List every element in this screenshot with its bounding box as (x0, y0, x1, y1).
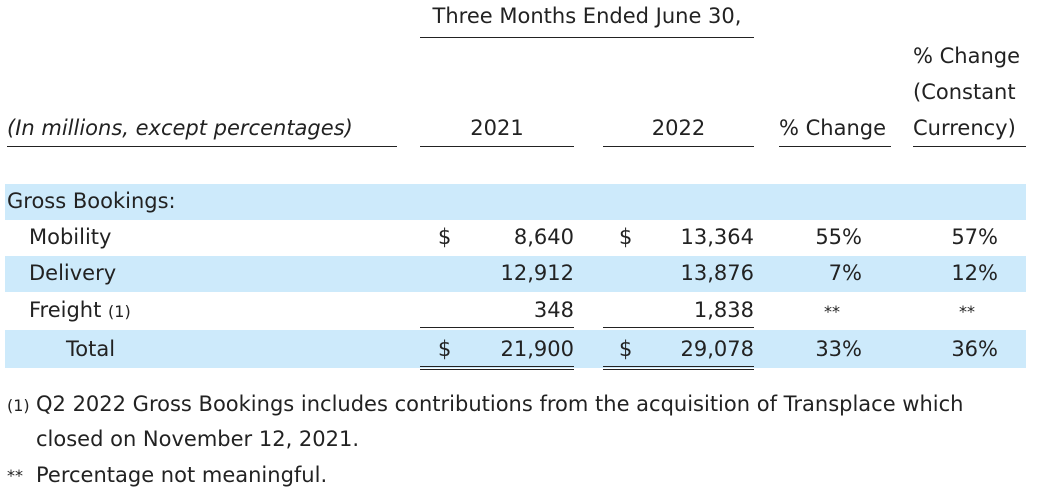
footnote-ref: (1) (108, 302, 131, 321)
col-cc-underline (913, 146, 1026, 147)
subtotal-rule-2021 (420, 327, 574, 328)
currency-symbol: $ (619, 225, 633, 249)
value-change: 55% (815, 225, 862, 249)
row-label: Delivery (29, 261, 117, 285)
value-2022: 13,876 (680, 261, 754, 285)
footnote-2-marker: ** (7, 466, 23, 485)
section-label: Gross Bookings: (7, 189, 176, 213)
total-cc: 36% (951, 337, 998, 361)
col-header-2022: 2022 (651, 116, 706, 140)
footnote-1-line2: closed on November 12, 2021. (36, 427, 360, 451)
footnote-2-text: Percentage not meaningful. (36, 463, 328, 487)
value-cc: ** (959, 302, 975, 321)
cc-header-line3: Currency) (913, 116, 1016, 140)
col-2021-underline (420, 146, 574, 147)
footnote-1-marker: (1) (7, 396, 30, 415)
units-underline (7, 146, 397, 147)
col-header-2021: 2021 (470, 116, 524, 140)
value-2022: 1,838 (693, 298, 754, 322)
row-label: Mobility (29, 225, 112, 249)
value-2021: 8,640 (513, 225, 574, 249)
units-caption: (In millions, except percentages) (7, 116, 353, 140)
col-2022-underline (603, 146, 754, 147)
total-change: 33% (815, 337, 862, 361)
total-double-rule-2021 (420, 366, 574, 370)
period-underline (420, 37, 754, 38)
value-cc: 57% (951, 225, 998, 249)
period-header: Three Months Ended June 30, (432, 4, 742, 28)
value-change: 7% (828, 261, 862, 285)
currency-symbol: $ (438, 337, 452, 361)
total-2021: 21,900 (500, 337, 574, 361)
col-change-underline (779, 146, 891, 147)
value-2022: 13,364 (680, 225, 754, 249)
band-total (5, 330, 1026, 368)
cc-header-line1: % Change (913, 44, 1021, 68)
total-2022: 29,078 (680, 337, 754, 361)
currency-symbol: $ (619, 337, 633, 361)
value-2021: 12,912 (500, 261, 574, 285)
cc-header-line2: (Constant (913, 80, 1016, 104)
value-change: ** (824, 302, 840, 321)
col-header-change: % Change (779, 116, 887, 140)
value-2021: 348 (533, 298, 574, 322)
currency-symbol: $ (438, 225, 452, 249)
total-double-rule-2022 (603, 366, 754, 370)
band-section (5, 184, 1026, 220)
value-cc: 12% (951, 261, 998, 285)
row-label-text: Freight (29, 298, 102, 322)
total-label: Total (66, 337, 116, 361)
subtotal-rule-2022 (603, 327, 754, 328)
footnote-1-line1: Q2 2022 Gross Bookings includes contribu… (36, 392, 964, 416)
row-label: Freight (1) (29, 298, 131, 322)
band-delivery (5, 256, 1026, 292)
